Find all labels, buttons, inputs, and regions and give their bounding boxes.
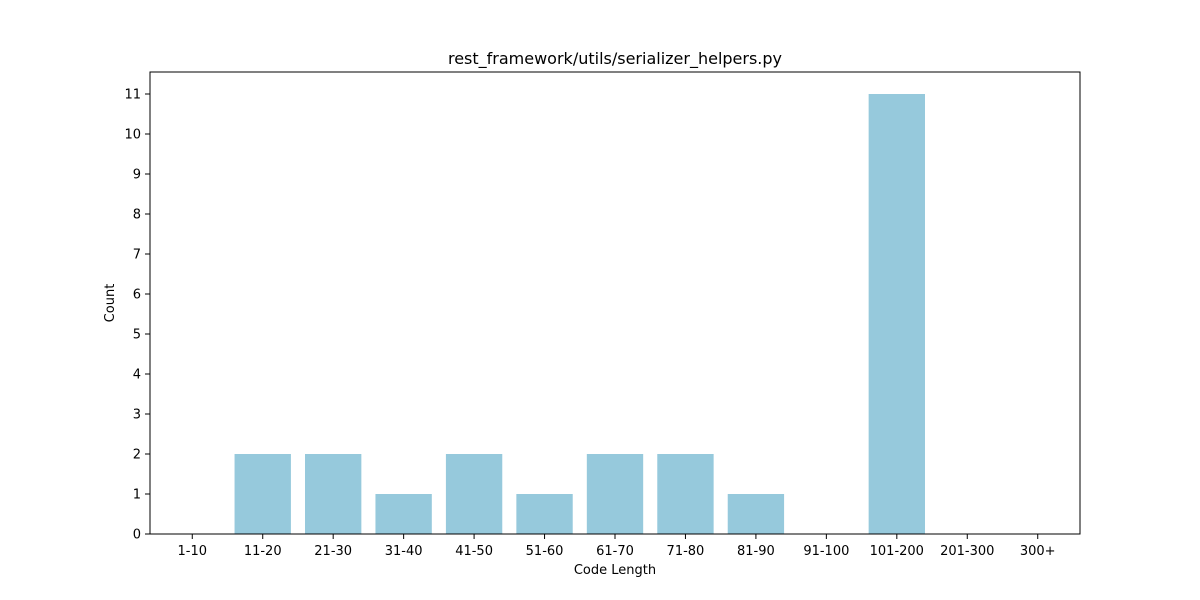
y-tick-label: 4 — [133, 368, 141, 383]
x-tick-label: 21-30 — [314, 544, 352, 559]
bar-11-20 — [234, 454, 291, 534]
x-tick-label: 81-90 — [737, 544, 775, 559]
x-tick-label: 51-60 — [526, 544, 564, 559]
y-tick-label: 0 — [133, 528, 141, 543]
bar-61-70 — [586, 454, 644, 534]
bar-41-50 — [445, 454, 503, 534]
y-tick-label: 6 — [133, 288, 141, 303]
x-tick-label: 91-100 — [803, 544, 849, 559]
chart-title: rest_framework/utils/serializer_helpers.… — [448, 49, 782, 69]
y-tick-label: 10 — [124, 128, 141, 143]
bars-layer — [234, 94, 925, 534]
x-axis-label: Code Length — [574, 563, 656, 578]
y-tick-label: 9 — [133, 168, 141, 183]
plot-frame — [149, 71, 1081, 535]
y-tick-label: 1 — [133, 488, 141, 503]
bar-51-60 — [516, 494, 573, 534]
x-tick-label: 61-70 — [596, 544, 634, 559]
bar-31-40 — [375, 494, 432, 534]
y-axis-label: Count — [103, 284, 118, 323]
y-tick-label: 11 — [124, 88, 141, 103]
y-tick-label: 2 — [133, 448, 141, 463]
bar-71-80 — [657, 454, 714, 534]
y-tick-label: 8 — [133, 208, 141, 223]
bar-21-30 — [305, 454, 362, 534]
x-tick-label: 71-80 — [667, 544, 705, 559]
x-tick-label: 11-20 — [244, 544, 282, 559]
y-tick-label: 7 — [133, 248, 141, 263]
bar-81-90 — [727, 494, 785, 534]
y-tick-label: 3 — [133, 408, 141, 423]
x-tick-label: 300+ — [1020, 544, 1056, 559]
x-tick-label: 1-10 — [178, 544, 208, 559]
x-tick-label: 41-50 — [455, 544, 493, 559]
x-tick-label: 101-200 — [870, 544, 924, 559]
ticks-layer: 1-10 11-20 21-30 31-40 41-50 51-60 61-70 71-80 8… — [124, 88, 1055, 560]
y-tick-label: 5 — [133, 328, 141, 343]
x-tick-label: 201-300 — [940, 544, 994, 559]
bar-101-200 — [868, 94, 925, 534]
x-tick-label: 31-40 — [385, 544, 423, 559]
